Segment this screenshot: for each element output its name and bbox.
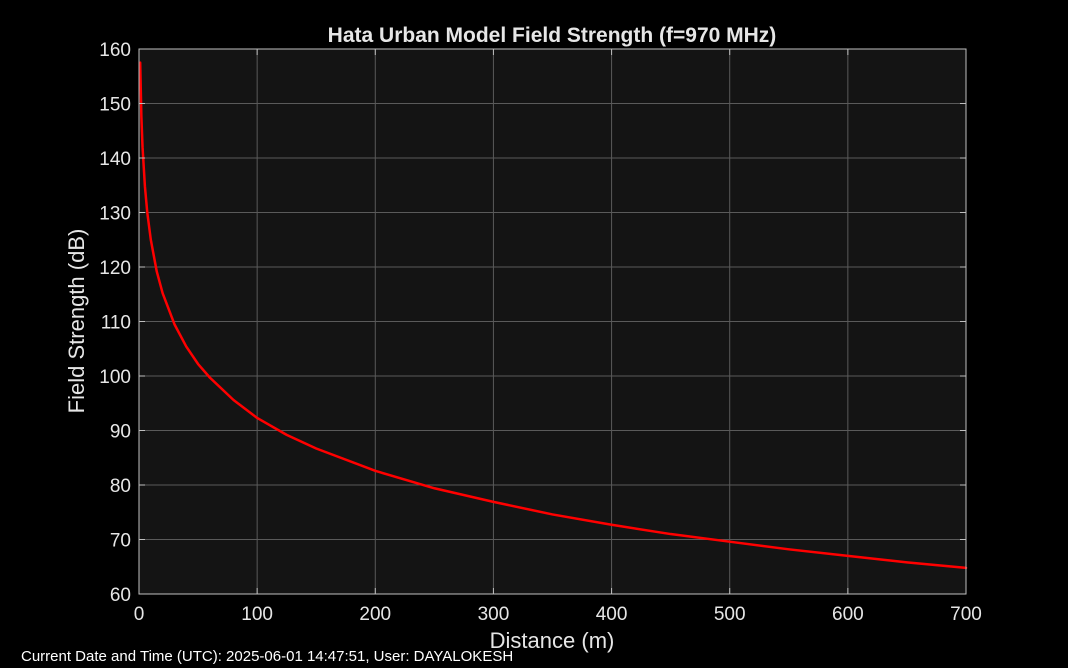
x-axis-label: Distance (m): [490, 628, 615, 653]
ticks: 0 100 200 300 400 500 600 700 60 70 80 90 100 110 120 1…: [99, 40, 982, 625]
x-tick-label: 200: [359, 604, 391, 625]
footer-timestamp: Current Date and Time (UTC): 2025-06-01 …: [21, 648, 514, 665]
y-tick-label: 150: [99, 95, 131, 116]
series-layer: [138, 61, 968, 570]
y-tick-label: 110: [101, 313, 131, 334]
y-tick-label: 100: [99, 367, 131, 388]
x-tick-label: 600: [832, 604, 864, 625]
y-tick-label: 60: [110, 585, 131, 606]
y-tick-label: 70: [110, 531, 131, 552]
y-tick-label: 130: [99, 204, 131, 225]
x-tick-label: 100: [241, 604, 273, 625]
y-tick-label: 90: [110, 422, 131, 443]
y-tick-label: 120: [99, 258, 131, 279]
y-tick-label: 140: [99, 149, 131, 170]
y-tick-label: 160: [99, 40, 131, 61]
x-tick-label: 500: [714, 604, 746, 625]
x-tick-label: 0: [134, 604, 145, 625]
x-tick-label: 300: [478, 604, 510, 625]
chart-title: Hata Urban Model Field Strength (f=970 M…: [328, 24, 777, 47]
y-tick-label: 80: [110, 476, 131, 497]
x-tick-label: 400: [596, 604, 628, 625]
x-tick-label: 700: [950, 604, 982, 625]
series-line: [138, 61, 968, 570]
y-axis-label: Field Strength (dB): [64, 229, 89, 414]
